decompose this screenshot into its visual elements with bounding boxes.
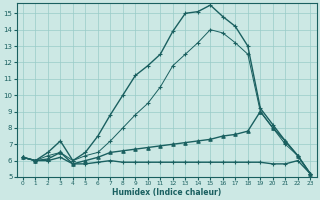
X-axis label: Humidex (Indice chaleur): Humidex (Indice chaleur) [112, 188, 221, 197]
